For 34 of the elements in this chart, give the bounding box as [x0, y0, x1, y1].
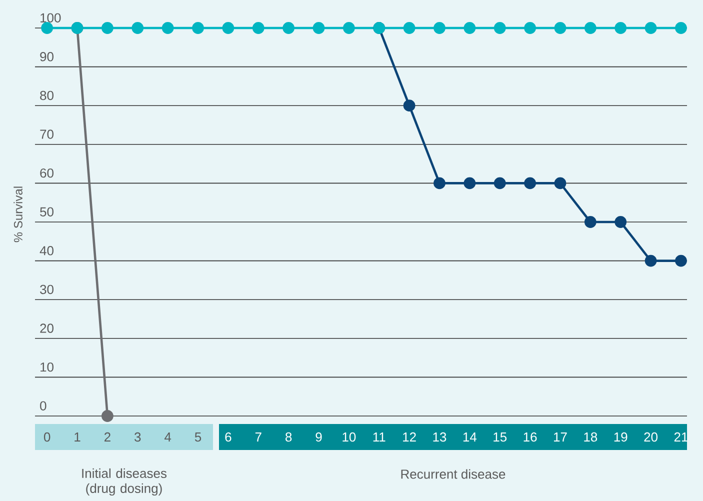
text: Initial diseases (drug dosing) [82, 468, 167, 496]
y-tick-label: 40 [40, 246, 54, 256]
x-tick-label: 5 [194, 432, 202, 442]
x-tick-label: 4 [164, 432, 172, 442]
x-tick-label: 9 [316, 432, 322, 442]
x-tick-label: 15 [494, 432, 507, 442]
x-tick-label: 13 [433, 432, 446, 442]
x-tick-label: 12 [403, 432, 416, 442]
x-tick-label: 8 [286, 432, 292, 442]
y-tick-label: 90 [40, 52, 54, 62]
x-tick-label: 7 [255, 432, 262, 442]
x-tick-label: 11 [373, 432, 386, 442]
x-tick-label: 18 [584, 432, 598, 442]
y-tick-label: 0 [40, 401, 46, 410]
y-tick-label: 10 [40, 362, 54, 372]
x-tick-label: 20 [644, 432, 658, 442]
y-tick-label: 70 [40, 130, 54, 139]
text: Recurrent disease [401, 469, 506, 479]
y-tick-label: 60 [40, 168, 54, 178]
x-tick-label: 17 [554, 432, 567, 442]
y-tick-label: 80 [40, 90, 54, 100]
x-tick-label: 14 [463, 432, 477, 442]
y-tick-label: 30 [40, 284, 54, 294]
y-tick-label: 100 [40, 13, 61, 22]
x-tick-label: 16 [524, 432, 537, 442]
y-axis-title: % Survival [14, 186, 22, 242]
x-tick-label: 1 [74, 432, 80, 442]
x-tick-label: 10 [342, 432, 356, 442]
y-tick-label: 50 [40, 207, 54, 216]
y-tick-label: 20 [40, 324, 54, 333]
x-tick-label: 6 [225, 432, 232, 442]
x-tick-label: 3 [134, 432, 141, 442]
x-tick-label: 19 [614, 432, 628, 442]
x-tick-label: 2 [104, 432, 110, 442]
